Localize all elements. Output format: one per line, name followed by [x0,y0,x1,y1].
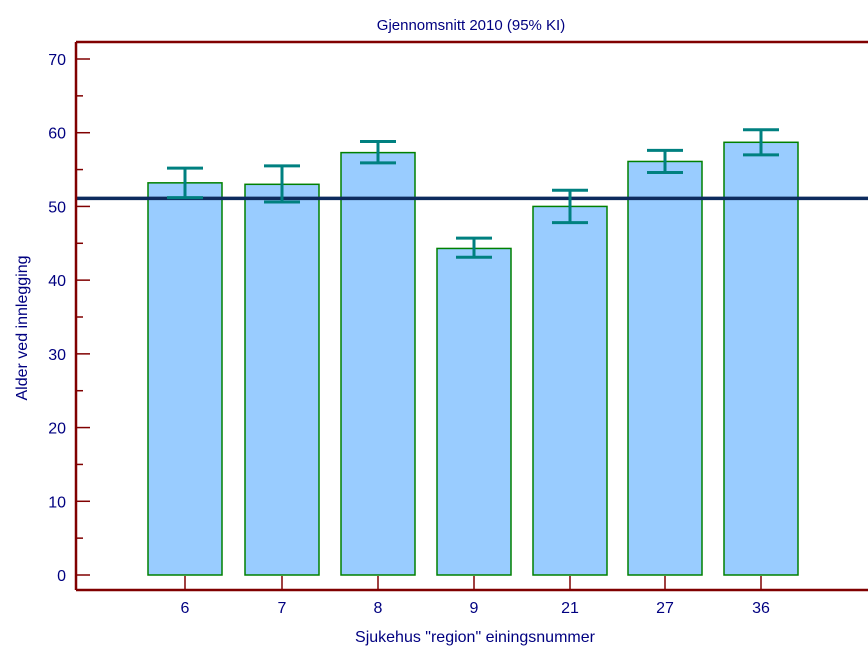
x-tick-label: 21 [561,600,579,617]
bar-21 [532,205,608,576]
y-tick-label: 40 [48,273,66,290]
bar-27 [627,160,703,576]
y-tick-label: 60 [48,126,66,143]
x-tick-label: 9 [470,600,479,617]
plot-area: 0 10 20 30 40 50 60 70 6 7 8 9 21 27 36 [48,40,868,617]
y-tick-label: 30 [48,347,66,364]
x-tick-label: 8 [374,600,383,617]
x-tick-label: 27 [656,600,674,617]
bar-8 [340,151,416,576]
x-axis-label: Sjukehus "region" einingsnummer [355,629,596,646]
x-tick-label: 6 [181,600,190,617]
x-tick-label: 7 [278,600,287,617]
y-tick-label: 70 [48,52,66,69]
bar-7 [244,183,320,576]
bar-6 [147,182,223,576]
y-axis-label: Alder ved innlegging [14,256,31,401]
y-tick-label: 0 [57,568,66,585]
chart-title: Gjennomsnitt 2010 (95% KI) [377,17,565,34]
y-tick-label: 50 [48,199,66,216]
bar-36 [723,141,799,576]
y-tick-label: 10 [48,494,66,511]
x-tick-label: 36 [752,600,770,617]
y-tick-label: 20 [48,421,66,438]
bar-9 [436,247,512,576]
